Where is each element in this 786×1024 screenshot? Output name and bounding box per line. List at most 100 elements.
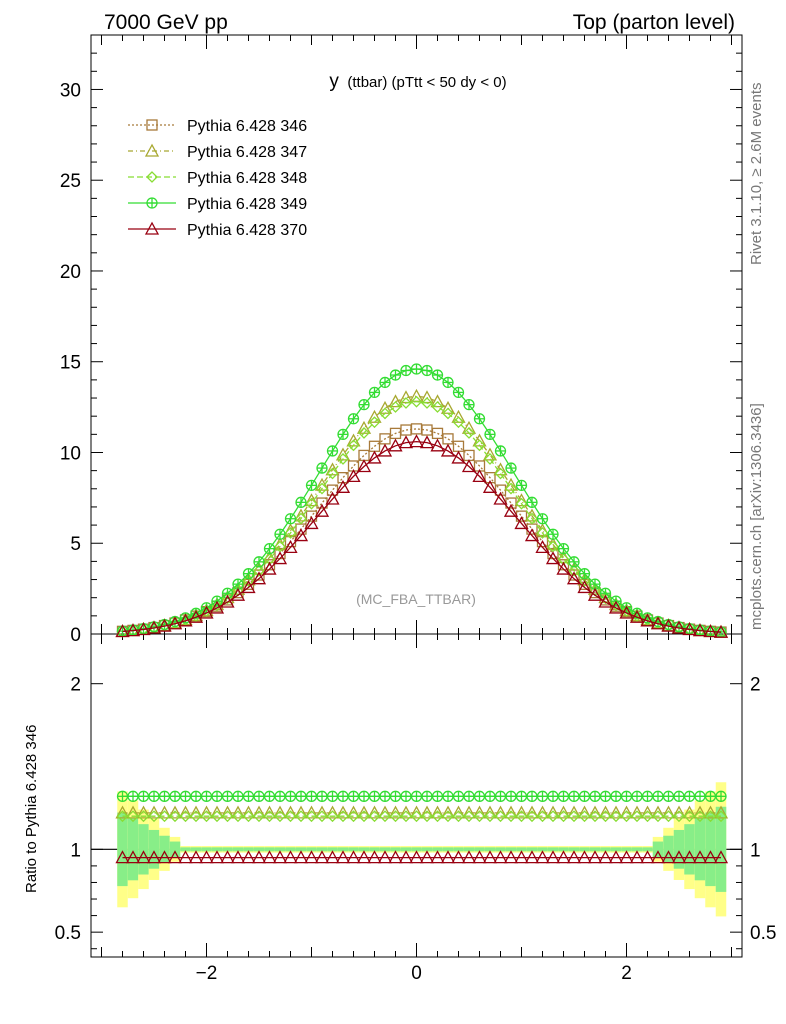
ratio-point-0 xyxy=(314,805,330,819)
ratio-point-1 xyxy=(263,810,276,823)
main-point-4 xyxy=(566,571,582,585)
ratio-point-0 xyxy=(514,805,529,819)
ratio-band-green xyxy=(232,847,244,852)
main-point-3 xyxy=(547,528,559,540)
main-point-3 xyxy=(568,556,580,568)
ratio-band-green xyxy=(169,841,181,858)
ratio-point-0 xyxy=(482,805,498,819)
ratio-band-green xyxy=(148,829,160,869)
ratio-band-green xyxy=(589,847,601,852)
ratio-point-1 xyxy=(400,810,412,823)
ratio-band-green xyxy=(432,847,443,852)
ratio-ytick-label-right: 2 xyxy=(750,675,761,696)
ratio-band-green xyxy=(379,847,391,852)
main-point-4 xyxy=(356,459,372,473)
ratio-point-2 xyxy=(389,790,402,802)
ratio-point-3 xyxy=(220,850,235,864)
main-point-4 xyxy=(493,491,508,505)
ratio-point-1 xyxy=(358,810,370,823)
main-point-2 xyxy=(442,407,454,420)
ratio-point-0 xyxy=(503,805,519,819)
ratio-point-3 xyxy=(325,850,340,864)
ratio-point-0 xyxy=(346,805,361,819)
ratio-ytick-label: 2 xyxy=(70,675,81,696)
main-point-3 xyxy=(505,462,517,474)
ratio-band-green xyxy=(306,847,317,852)
main-point-0 xyxy=(442,433,454,445)
ratio-point-2 xyxy=(715,790,727,802)
ratio-series-2 xyxy=(116,790,727,802)
ratio-point-0 xyxy=(230,805,246,819)
ratio-point-3 xyxy=(146,850,162,864)
main-point-3 xyxy=(484,428,496,441)
ratio-point-0 xyxy=(377,805,393,819)
ratio-band-green xyxy=(463,847,475,852)
main-point-4 xyxy=(178,613,193,627)
main-point-2 xyxy=(379,407,391,420)
ratio-point-0 xyxy=(461,805,477,819)
ratio-band-green xyxy=(421,847,433,852)
ratio-point-2 xyxy=(326,790,339,802)
ratio-point-2 xyxy=(410,790,423,802)
ratio-point-1 xyxy=(295,810,307,823)
main-point-4 xyxy=(167,616,183,630)
ratio-point-3 xyxy=(178,850,193,864)
main-point-3 xyxy=(494,445,507,457)
ratio-band-green xyxy=(337,847,349,852)
ratio-point-2 xyxy=(400,790,412,802)
ratio-band-green xyxy=(253,847,265,852)
ratio-point-3 xyxy=(251,850,267,864)
ratio-band-green xyxy=(621,847,632,852)
ratio-point-3 xyxy=(377,850,393,864)
ratio-point-2 xyxy=(263,790,276,802)
ratio-point-1 xyxy=(662,810,675,823)
ratio-point-2 xyxy=(547,790,559,802)
legend-swatch-marker xyxy=(146,171,158,183)
ratio-point-1 xyxy=(242,810,255,823)
ratio-point-2 xyxy=(610,790,622,802)
ratio-band-green xyxy=(222,847,233,852)
ratio-point-3 xyxy=(640,850,655,864)
ratio-point-0 xyxy=(157,805,172,819)
main-point-4 xyxy=(335,479,351,493)
ratio-point-0 xyxy=(451,805,466,819)
ratio-point-2 xyxy=(190,790,202,802)
main-point-4 xyxy=(115,624,130,638)
main-point-2 xyxy=(400,397,412,409)
ratio-ytick-label-right: 1 xyxy=(750,840,761,861)
main-point-4 xyxy=(451,450,466,464)
ratio-point-1 xyxy=(326,810,339,823)
ratio-point-3 xyxy=(419,850,435,864)
ratio-point-2 xyxy=(295,790,307,802)
ratio-point-3 xyxy=(671,850,687,864)
main-point-2 xyxy=(452,416,465,429)
ratio-point-0 xyxy=(178,805,193,819)
ratio-point-0 xyxy=(619,805,634,819)
ratio-point-2 xyxy=(221,790,234,802)
ratio-point-1 xyxy=(316,810,328,823)
ratio-point-0 xyxy=(283,805,298,819)
chart-title-main: y xyxy=(329,71,339,92)
main-ytick-label: 25 xyxy=(60,171,81,192)
main-point-4 xyxy=(430,438,445,452)
ratio-point-2 xyxy=(463,790,475,802)
ratio-point-1 xyxy=(158,810,171,823)
main-point-4 xyxy=(703,624,718,638)
ratio-point-0 xyxy=(325,805,340,819)
ratio-point-3 xyxy=(650,850,666,864)
ratio-point-1 xyxy=(578,810,591,823)
main-point-3 xyxy=(442,376,454,389)
ratio-band-green xyxy=(495,847,506,852)
legend-swatch-marker xyxy=(144,143,160,157)
main-point-4 xyxy=(398,435,414,449)
ratio-point-0 xyxy=(125,805,141,819)
ratio-point-3 xyxy=(346,850,361,864)
main-point-4 xyxy=(293,528,309,542)
ratio-point-3 xyxy=(482,850,498,864)
ratio-point-1 xyxy=(253,810,265,823)
main-point-4 xyxy=(671,620,687,634)
ratio-point-2 xyxy=(274,790,286,802)
ratio-band-green xyxy=(705,812,716,887)
main-ytick-label: 20 xyxy=(60,262,81,283)
main-point-4 xyxy=(136,622,151,636)
